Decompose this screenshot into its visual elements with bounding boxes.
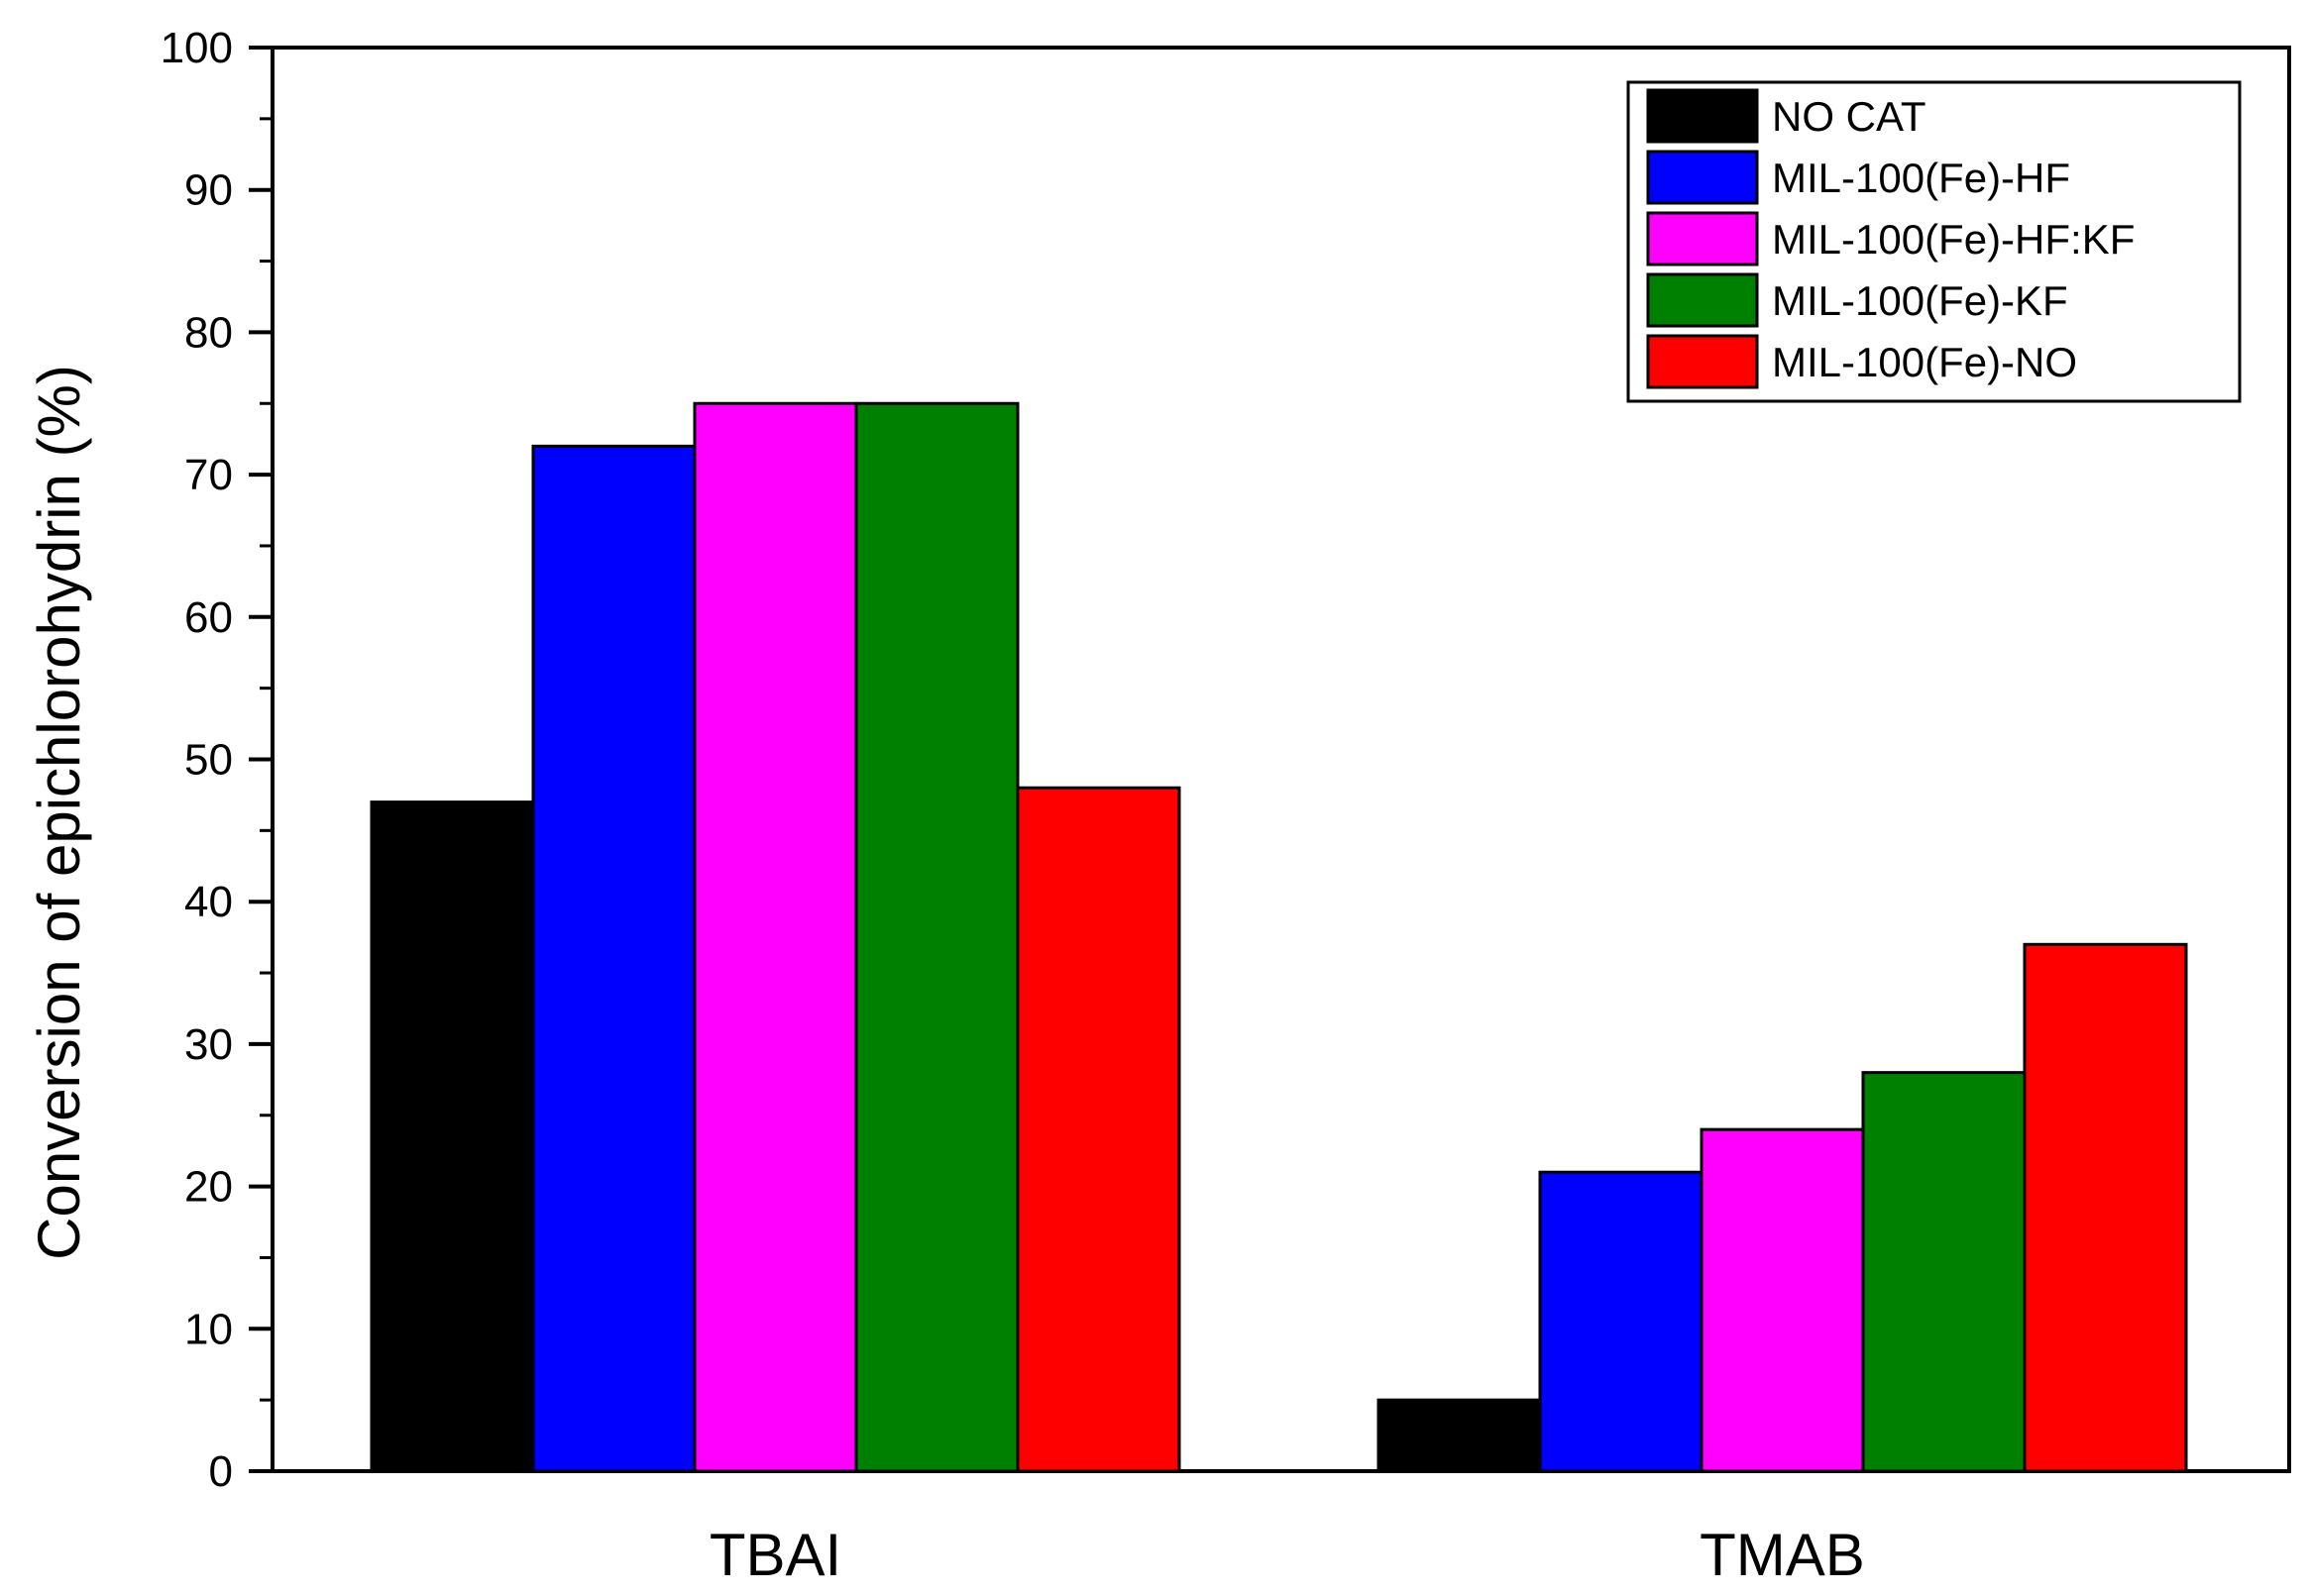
y-tick-label: 0 — [209, 1447, 233, 1496]
y-tick-label: 40 — [184, 878, 233, 926]
legend-swatch — [1646, 334, 1759, 389]
axes: TBAI TMAB 0 10 20 30 40 50 60 70 80 90 100 — [161, 24, 2291, 1588]
legend-label: MIL-100(Fe)-HF — [1772, 155, 2070, 201]
y-tick-label: 50 — [184, 736, 233, 785]
legend: NO CAT MIL-100(Fe)-HF MIL-100(Fe)-HF:KF MIL… — [1626, 80, 2242, 403]
bars — [370, 401, 2188, 1473]
legend-label: MIL-100(Fe)-KF — [1772, 277, 2068, 324]
x-category-label: TMAB — [1700, 1522, 1865, 1588]
y-tick-label: 30 — [184, 1020, 233, 1069]
y-axis-label: Conversion of epichlorohydrin (%) — [26, 365, 92, 1260]
y-tick-label: 70 — [184, 451, 233, 499]
legend-swatch — [1646, 150, 1759, 205]
legend-swatch — [1646, 211, 1759, 266]
legend-swatch — [1646, 88, 1759, 144]
legend-label: MIL-100(Fe)-HF:KF — [1772, 216, 2135, 263]
y-tick-label: 10 — [184, 1305, 233, 1353]
legend-label: NO CAT — [1772, 93, 1926, 140]
y-tick-label: 20 — [184, 1163, 233, 1212]
y-tick-label: 60 — [184, 593, 233, 642]
bar-tbai-series-5 — [1016, 786, 1181, 1473]
bar-tbai-series-4 — [854, 401, 1020, 1473]
legend-label: MIL-100(Fe)-NO — [1772, 339, 2077, 385]
bar-tmab-series-4 — [1861, 1071, 2027, 1473]
y-tick-label: 80 — [184, 308, 233, 357]
bar-tmab-series-2 — [1538, 1170, 1704, 1473]
bar-tbai-series-3 — [693, 401, 858, 1473]
y-tick-label: 90 — [184, 166, 233, 215]
x-category-label: TBAI — [710, 1522, 841, 1588]
legend-swatch — [1646, 272, 1759, 328]
bar-tbai-series-2 — [531, 444, 697, 1473]
bar-tmab-series-3 — [1700, 1127, 1865, 1473]
bar-tmab-series-5 — [2023, 942, 2188, 1473]
y-tick-label: 100 — [161, 24, 233, 72]
bar-tmab-series-1 — [1376, 1398, 1542, 1473]
bar-tbai-series-1 — [370, 800, 535, 1473]
